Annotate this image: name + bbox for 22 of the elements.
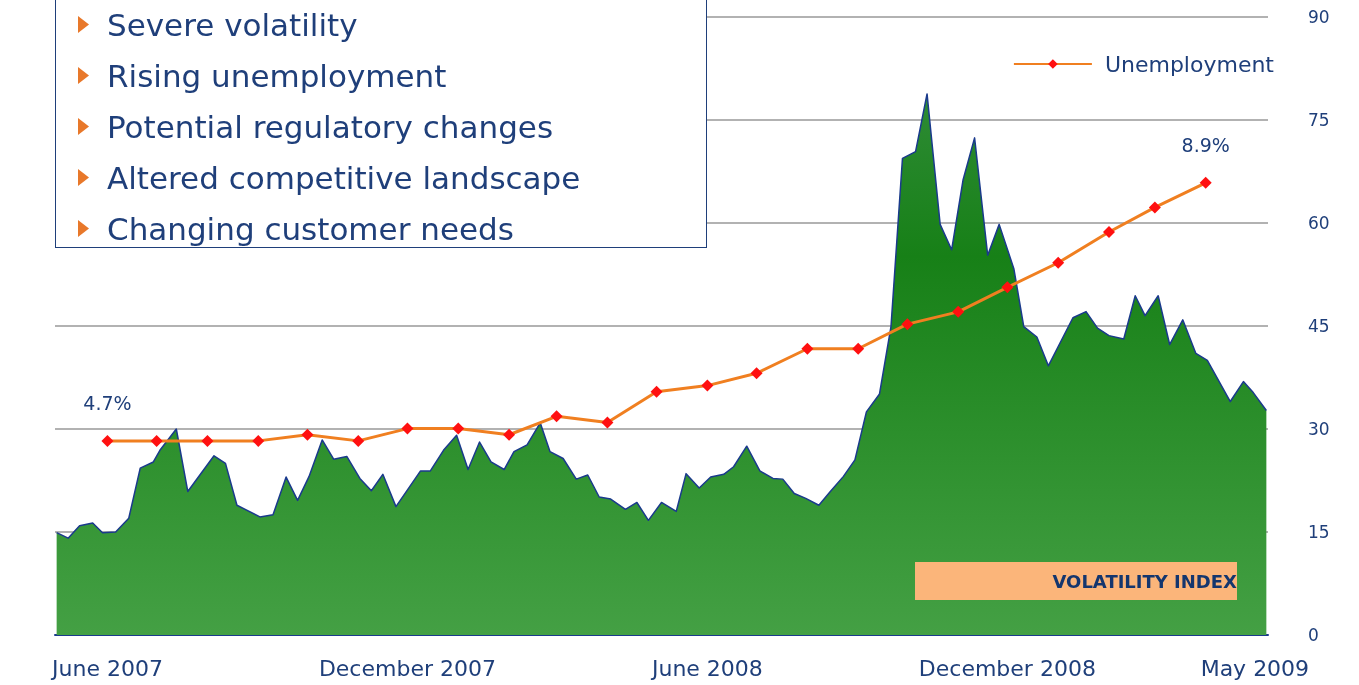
annotation: VOLATILITY INDEX bbox=[1052, 570, 1237, 592]
annotation: Rising unemployment bbox=[107, 57, 447, 94]
y-tick-label: 75 bbox=[1308, 110, 1330, 130]
y-tick-label: 60 bbox=[1308, 213, 1330, 233]
x-tick-label: June 2008 bbox=[649, 655, 763, 681]
y-tick-label: 30 bbox=[1308, 419, 1330, 439]
y-tick-label: 0 bbox=[1308, 625, 1319, 645]
x-tick-label: June 2007 bbox=[50, 655, 163, 681]
x-tick-label: May 2009 bbox=[1200, 655, 1310, 681]
annotation: Severe volatility bbox=[107, 6, 358, 43]
annotation: Potential regulatory changes bbox=[107, 108, 554, 145]
legend-label: Unemployment bbox=[1104, 51, 1275, 77]
x-tick-label: December 2007 bbox=[318, 655, 496, 681]
annotation: Altered competitive landscape bbox=[107, 159, 581, 196]
y-tick-label: 15 bbox=[1308, 522, 1330, 542]
y-tick-label: 45 bbox=[1308, 316, 1330, 336]
data-label: 4.7% bbox=[83, 392, 132, 415]
label-box: VOLATILITY INDEX bbox=[915, 562, 1237, 600]
annotation: Changing customer needs bbox=[107, 210, 514, 247]
x-tick-label: December 2008 bbox=[918, 655, 1096, 681]
data-label: 8.9% bbox=[1181, 134, 1230, 157]
y-tick-label: 90 bbox=[1308, 7, 1330, 27]
